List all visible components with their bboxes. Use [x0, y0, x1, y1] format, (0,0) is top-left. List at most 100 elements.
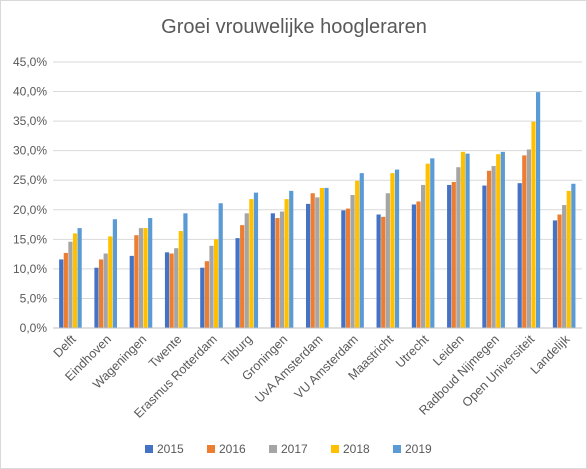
legend-label: 2019	[405, 442, 432, 456]
legend-swatch	[207, 445, 215, 453]
legend-label: 2015	[157, 442, 184, 456]
bar-2016-5	[240, 225, 245, 328]
bar-2019-11	[465, 153, 470, 328]
bar-2016-10	[416, 201, 421, 328]
y-tick-label: 25,0%	[13, 173, 47, 187]
category-label: Utrecht	[393, 332, 432, 371]
bar-2019-0	[77, 228, 82, 328]
bar-2018-0	[72, 233, 78, 328]
bar-2017-13	[526, 149, 531, 328]
bar-2015-6	[270, 213, 275, 328]
legend-label: 2017	[281, 442, 308, 456]
y-tick-label: 20,0%	[13, 203, 47, 217]
legend: 2015 2016 2017 2018 2019	[145, 442, 432, 456]
bar-2019-10	[430, 158, 435, 328]
bar-2018-14	[566, 190, 571, 328]
y-tick-label: 35,0%	[13, 114, 47, 128]
bar-2015-2	[129, 255, 134, 328]
y-tick-label: 0,0%	[20, 321, 48, 335]
legend-swatch	[393, 445, 401, 453]
bar-2019-7	[324, 187, 329, 328]
bar-2015-12	[482, 185, 487, 328]
bar-2016-3	[169, 253, 174, 328]
bar-2019-6	[289, 190, 294, 328]
bar-2015-4	[200, 267, 205, 328]
y-tick-label: 30,0%	[13, 144, 47, 158]
bar-2015-13	[517, 183, 522, 328]
bar-2016-0	[63, 252, 68, 328]
y-tick-label: 15,0%	[13, 232, 47, 246]
bar-2016-13	[522, 155, 527, 328]
bar-2015-11	[447, 184, 452, 328]
legend-label: 2018	[343, 442, 370, 456]
bar-2015-8	[341, 210, 346, 328]
bars	[59, 92, 576, 328]
bar-2018-3	[178, 231, 183, 328]
bar-2016-14	[557, 214, 562, 328]
chart-title: Groei vrouwelijke hoogleraren	[161, 16, 427, 38]
bar-2017-4	[209, 245, 214, 328]
bar-2015-1	[94, 267, 99, 328]
legend-swatch	[331, 445, 339, 453]
bar-2018-8	[355, 180, 360, 328]
bar-2018-11	[460, 151, 466, 328]
bar-2018-10	[425, 163, 430, 328]
bar-2018-13	[531, 121, 536, 328]
bar-2018-12	[496, 154, 501, 328]
bar-2017-1	[103, 253, 108, 328]
bar-2017-12	[491, 166, 496, 328]
bar-2017-8	[350, 195, 355, 328]
bar-2019-9	[394, 169, 400, 328]
bar-2017-14	[562, 205, 567, 328]
bar-2017-6	[279, 211, 285, 328]
y-tick-label: 10,0%	[13, 262, 47, 276]
bar-2017-10	[421, 184, 426, 328]
y-tick-label: 45,0%	[13, 55, 47, 69]
bar-2016-8	[345, 208, 351, 328]
bar-2018-4	[214, 239, 219, 328]
bar-2019-3	[183, 213, 188, 328]
bar-2019-1	[112, 219, 117, 328]
bar-2016-1	[99, 259, 104, 328]
bar-2016-4	[204, 261, 209, 328]
bar-2019-8	[359, 173, 364, 328]
bar-2016-6	[275, 218, 280, 328]
bar-2017-11	[456, 167, 461, 328]
bar-2016-12	[486, 170, 492, 328]
bar-2017-0	[68, 241, 73, 328]
y-tick-label: 40,0%	[13, 85, 47, 99]
bar-2017-7	[315, 197, 320, 328]
category-label: Delft	[51, 332, 79, 360]
bar-2016-2	[134, 235, 139, 328]
bar-2018-1	[108, 236, 113, 328]
bar-2018-6	[284, 199, 289, 328]
bar-2019-5	[253, 192, 259, 328]
bar-2018-2	[143, 228, 148, 328]
bar-2016-9	[381, 216, 386, 328]
bar-2018-5	[249, 199, 254, 328]
bar-2016-11	[451, 181, 456, 328]
bar-2015-0	[59, 259, 64, 328]
bar-2015-5	[235, 238, 240, 328]
y-tick-label: 5,0%	[20, 291, 48, 305]
bar-2016-7	[310, 193, 315, 328]
bar-2019-12	[500, 151, 505, 328]
bar-2017-2	[138, 228, 144, 328]
bar-2015-14	[552, 220, 558, 328]
category-label: Landelijk	[528, 332, 573, 377]
legend-swatch	[269, 445, 277, 453]
bar-2015-10	[411, 204, 416, 328]
bar-2017-3	[174, 248, 179, 328]
bar-2019-14	[571, 183, 576, 328]
legend-swatch	[145, 445, 153, 453]
bar-2017-5	[244, 213, 249, 328]
bar-2018-9	[390, 173, 395, 328]
bar-2015-7	[306, 203, 311, 328]
y-axis-ticks: 0,0% 5,0% 10,0% 15,0% 20,0% 25,0% 30,0% 35,0% 40…	[13, 55, 47, 335]
bar-2019-2	[148, 218, 153, 328]
bar-2015-9	[376, 214, 381, 328]
bar-2015-3	[164, 252, 170, 328]
